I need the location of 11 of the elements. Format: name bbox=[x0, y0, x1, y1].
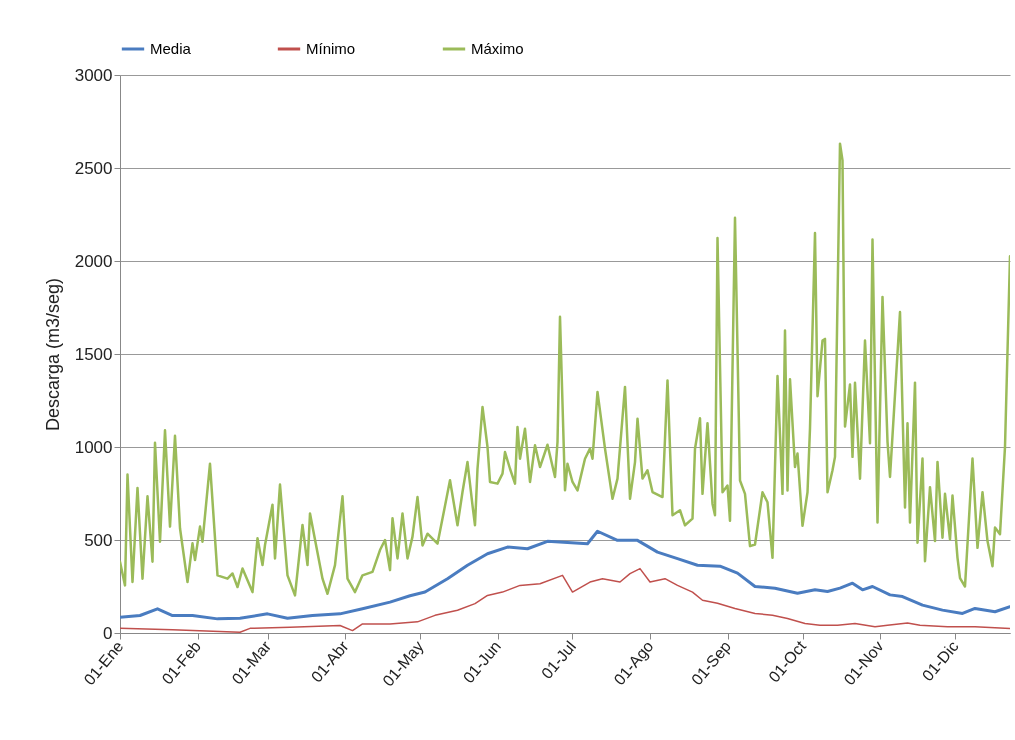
y-tick-label: 1000 bbox=[74, 437, 113, 457]
y-tick-label: 2500 bbox=[74, 158, 113, 178]
y-axis-title: Descarga (m3/seg) bbox=[42, 277, 63, 432]
legend-label: Media bbox=[150, 40, 192, 57]
y-tick-label: 500 bbox=[84, 530, 113, 550]
legend-label: Máximo bbox=[471, 40, 524, 57]
legend-label: Mínimo bbox=[306, 40, 356, 57]
y-tick-label: 3000 bbox=[74, 65, 113, 85]
y-tick-label: 0 bbox=[103, 623, 113, 643]
y-tick-label: 2000 bbox=[74, 251, 113, 271]
y-tick-label: 1500 bbox=[74, 344, 113, 364]
